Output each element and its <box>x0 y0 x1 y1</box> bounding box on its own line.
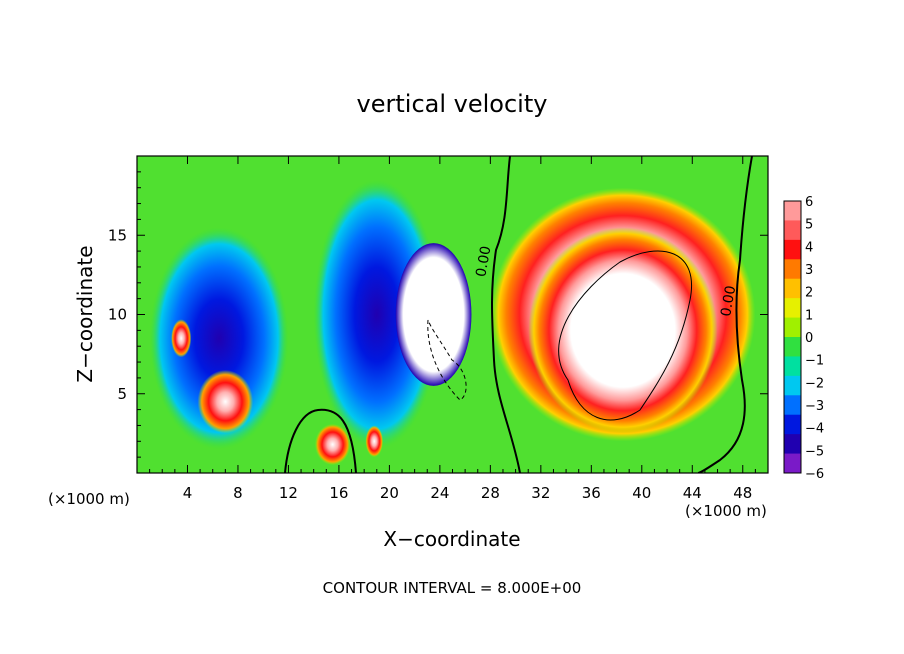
x-tick-label: 24 <box>430 484 449 502</box>
colorbar-swatch <box>784 220 801 241</box>
zero-contour-line-right <box>697 156 753 473</box>
colorbar-label: 2 <box>805 286 813 301</box>
colorbar-label: 1 <box>805 308 813 323</box>
x-tick-label: 4 <box>183 484 193 502</box>
contour-label: 0.00 <box>718 284 739 317</box>
colorbar-swatch <box>784 337 801 357</box>
colorbar-swatch <box>784 375 801 396</box>
field-updraft-left-plume <box>395 243 472 386</box>
y-axis-ticks: 5 10 15 <box>108 171 768 458</box>
colorbar-swatch <box>784 356 801 377</box>
x-axis-ticks: 4 8 12 16 20 24 28 32 36 40 44 48 <box>149 156 756 502</box>
x-tick-label: 48 <box>733 484 752 502</box>
colorbar-label: −5 <box>805 444 824 459</box>
x-unit-label-right: (×1000 m) <box>685 502 767 520</box>
colorbar-label: 5 <box>805 218 813 233</box>
field-updraft-small-3 <box>171 319 192 358</box>
contour-interval-footer: CONTOUR INTERVAL = 8.000E+00 <box>323 579 582 597</box>
colorbar-label: 3 <box>805 263 813 278</box>
colorbar-label: 6 <box>805 195 813 210</box>
x-tick-label: 8 <box>233 484 243 502</box>
inner-contour-line <box>558 250 692 421</box>
field-updraft-small-2 <box>197 369 254 434</box>
field-updraft-small-4 <box>365 425 384 458</box>
field-features <box>149 179 756 466</box>
contour-label: 0.00 <box>473 245 494 278</box>
colorbar-label: −4 <box>805 422 824 437</box>
zero-contour-line-low <box>284 408 357 473</box>
colorbar-frame <box>783 200 802 474</box>
colorbar-swatch <box>784 453 801 474</box>
x-tick-label: 12 <box>279 484 298 502</box>
x-tick-label: 44 <box>683 484 702 502</box>
contour-labels: 0.00 0.00 <box>473 245 739 318</box>
colorbar-swatch <box>784 317 801 338</box>
y-tick-label: 15 <box>108 226 127 244</box>
x-tick-label: 32 <box>531 484 550 502</box>
x-tick-label: 36 <box>582 484 601 502</box>
plot-field <box>137 156 768 473</box>
colorbar-swatch <box>784 278 801 299</box>
field-updraft-small-1 <box>314 423 351 466</box>
colorbar-label: −3 <box>805 399 824 414</box>
x-tick-label: 28 <box>481 484 500 502</box>
x-unit-label-left: (×1000 m) <box>48 490 130 508</box>
colorbar-label: −1 <box>805 354 824 369</box>
colorbar-label: 0 <box>805 331 813 346</box>
x-tick-label: 40 <box>632 484 651 502</box>
field-downdraft-left <box>149 227 289 450</box>
colorbar-swatch <box>784 434 801 455</box>
field-downdraft-mid <box>313 179 440 450</box>
y-tick-label: 5 <box>117 385 127 403</box>
x-tick-label: 20 <box>380 484 399 502</box>
colorbar-label: 4 <box>805 240 813 255</box>
dashed-contour-line <box>427 319 467 401</box>
colorbar-swatch <box>784 201 801 221</box>
colorbar-swatch <box>784 239 801 260</box>
colorbar: 6 5 4 3 2 1 0 −1 −2 −3 −4 −5 −6 <box>783 195 824 482</box>
zero-contour-line-mid <box>491 156 521 473</box>
chart-title: vertical velocity <box>357 90 548 118</box>
colorbar-label: −6 <box>805 467 824 482</box>
colorbar-swatch <box>784 414 801 435</box>
x-tick-label: 16 <box>329 484 348 502</box>
y-axis-label: Z−coordinate <box>73 245 97 382</box>
colorbar-label: −2 <box>805 376 824 391</box>
field-updraft-core <box>528 227 718 434</box>
colorbar-swatch <box>784 395 801 416</box>
x-axis-label: X−coordinate <box>383 527 520 551</box>
colorbar-swatch <box>784 259 801 280</box>
y-tick-label: 10 <box>108 306 127 324</box>
colorbar-swatch <box>784 298 801 319</box>
